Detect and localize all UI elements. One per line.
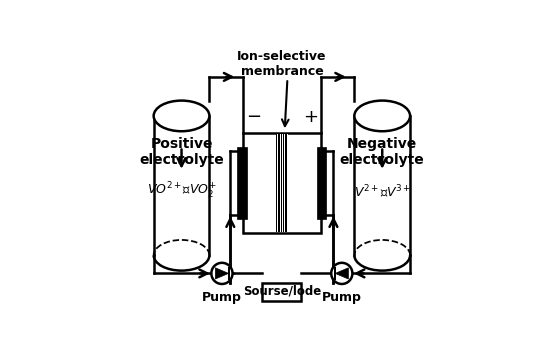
FancyBboxPatch shape [316, 147, 326, 219]
Circle shape [211, 263, 233, 284]
Ellipse shape [153, 101, 210, 131]
Polygon shape [216, 268, 228, 279]
Text: $VO^{2+}$、$VO_2^{+}$: $VO^{2+}$、$VO_2^{+}$ [147, 181, 216, 201]
Text: +: + [303, 108, 318, 126]
FancyBboxPatch shape [276, 134, 277, 232]
FancyBboxPatch shape [282, 134, 283, 232]
Text: −: − [246, 108, 261, 126]
Text: Sourse/lode: Sourse/lode [243, 284, 321, 297]
Polygon shape [336, 268, 348, 279]
Ellipse shape [354, 240, 410, 271]
Text: Negative
electrolyte: Negative electrolyte [340, 137, 425, 167]
Ellipse shape [153, 240, 210, 271]
FancyBboxPatch shape [280, 134, 282, 232]
Text: $V^{2+}$、$V^{3+}$: $V^{2+}$、$V^{3+}$ [354, 183, 411, 199]
FancyBboxPatch shape [262, 283, 301, 301]
FancyBboxPatch shape [243, 132, 321, 233]
FancyBboxPatch shape [279, 134, 280, 232]
Circle shape [331, 263, 353, 284]
Ellipse shape [354, 101, 410, 131]
FancyBboxPatch shape [278, 134, 279, 232]
FancyBboxPatch shape [277, 134, 278, 232]
Text: Ion-selective
membrance: Ion-selective membrance [237, 50, 327, 79]
FancyBboxPatch shape [276, 134, 288, 232]
Text: Pump: Pump [202, 291, 242, 304]
FancyBboxPatch shape [238, 147, 248, 219]
FancyBboxPatch shape [283, 134, 284, 232]
FancyBboxPatch shape [284, 134, 285, 232]
Text: Positive
electrolyte: Positive electrolyte [139, 137, 224, 167]
Text: Pump: Pump [322, 291, 362, 304]
FancyBboxPatch shape [287, 134, 288, 232]
FancyBboxPatch shape [285, 134, 287, 232]
